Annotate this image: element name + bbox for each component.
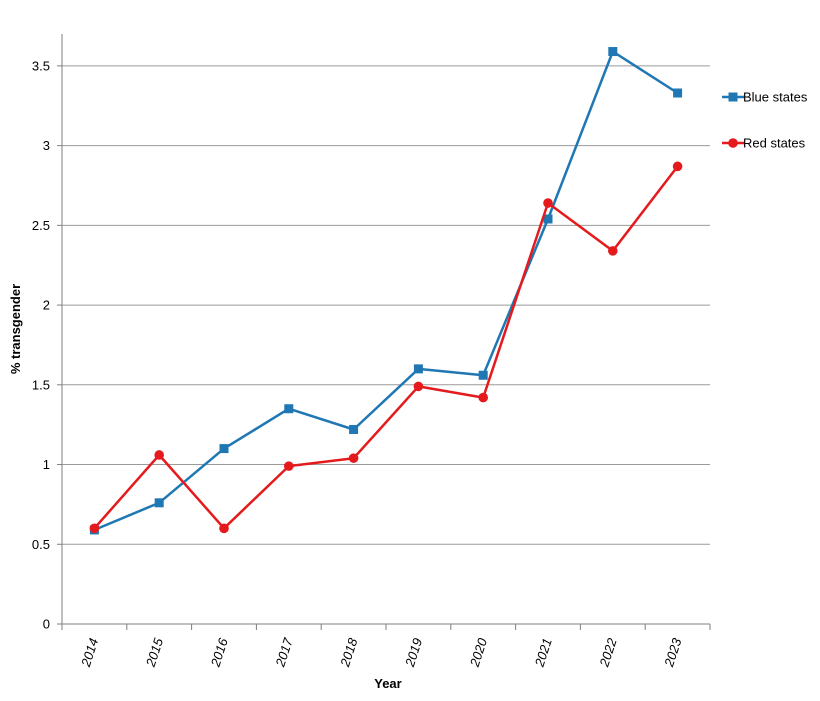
x-tick-label: 2019 xyxy=(402,636,426,669)
data-point xyxy=(89,523,100,534)
x-tick-label: 2014 xyxy=(78,636,102,669)
y-tick-label: 1 xyxy=(43,457,50,472)
data-point xyxy=(284,404,294,414)
series-line xyxy=(93,50,679,532)
data-point xyxy=(608,47,618,57)
x-tick-labels: 2014 2015 2016 2017 2018 2019 2020 2021 2022 2023 xyxy=(61,624,711,670)
series-line xyxy=(93,165,679,530)
legend: Blue states Red states xyxy=(722,90,808,151)
legend-item: Blue states xyxy=(722,90,808,105)
x-tick-label: 2020 xyxy=(467,636,491,670)
y-axis-title: % transgender xyxy=(8,284,23,374)
y-tick-label: 2 xyxy=(43,298,50,313)
data-point xyxy=(478,392,489,403)
data-point xyxy=(543,198,553,208)
y-tick-label: 3.5 xyxy=(32,58,50,73)
y-tick-label: 0 xyxy=(43,617,50,632)
data-point xyxy=(673,88,683,98)
data-point xyxy=(349,424,359,434)
data-point xyxy=(672,161,683,172)
series-0 xyxy=(89,47,683,535)
y-tick-label: 0.5 xyxy=(32,537,50,552)
data-point xyxy=(219,444,229,454)
legend-marker xyxy=(728,92,738,102)
x-tick-label: 2015 xyxy=(143,636,167,670)
data-point xyxy=(219,523,229,534)
data-point xyxy=(478,370,488,380)
legend-marker xyxy=(728,138,738,148)
x-tick-label: 2016 xyxy=(207,636,231,670)
axes xyxy=(61,34,710,625)
legend-label: Red states xyxy=(743,136,806,151)
x-tick-label: 2023 xyxy=(661,636,685,670)
x-tick-label: 2022 xyxy=(596,636,620,670)
y-tick-label: 3 xyxy=(43,138,50,153)
data-point xyxy=(154,498,164,508)
data-point xyxy=(413,381,424,392)
y-tick-label: 2.5 xyxy=(32,218,50,233)
data-point xyxy=(543,214,553,224)
data-point xyxy=(154,450,164,460)
gridlines xyxy=(57,65,710,625)
x-tick-label: 2018 xyxy=(337,636,361,670)
data-point xyxy=(348,453,359,463)
data-point xyxy=(284,461,294,471)
y-tick-labels: 0 0.5 1 1.5 2 2.5 3 3.5 xyxy=(32,58,50,631)
data-point xyxy=(608,246,618,256)
series xyxy=(89,47,683,535)
legend-label: Blue states xyxy=(743,90,808,105)
data-point xyxy=(413,364,423,374)
x-tick-label: 2017 xyxy=(272,636,296,670)
x-axis-title: Year xyxy=(374,676,401,691)
x-tick-label: 2021 xyxy=(531,636,555,669)
y-tick-label: 1.5 xyxy=(32,377,50,392)
series-1 xyxy=(89,161,683,534)
legend-item: Red states xyxy=(722,136,806,151)
